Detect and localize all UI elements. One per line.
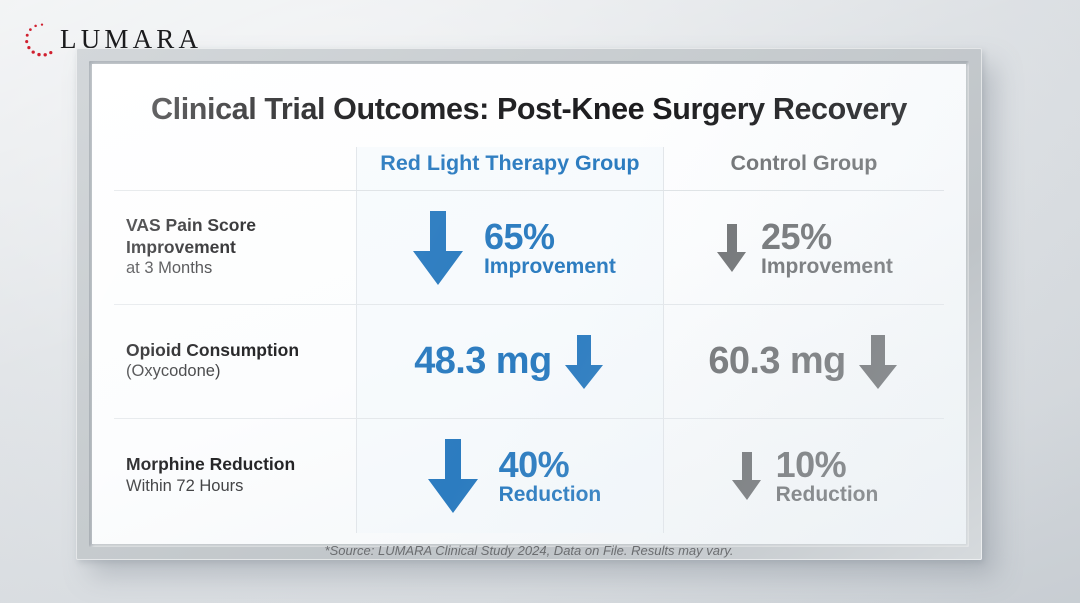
source-footnote: *Source: LUMARA Clinical Study 2024, Dat… xyxy=(324,542,734,558)
column-header-control-group: Control Group xyxy=(663,147,944,191)
header-row: Red Light Therapy Group Control Group xyxy=(114,147,944,191)
outcomes-table: Red Light Therapy Group Control Group VA… xyxy=(114,147,944,533)
stat-label: Reduction xyxy=(775,482,879,506)
dotted-arc-icon xyxy=(22,20,62,60)
stat-value: 65% xyxy=(483,215,555,257)
table-row: Opioid Consumption (Oxycodone) 48.3 mg xyxy=(114,304,944,419)
down-arrow-icon xyxy=(419,437,487,515)
down-arrow-icon xyxy=(856,333,900,391)
stat-label: Reduction xyxy=(498,482,602,506)
stat-value: 60.3 mg xyxy=(708,340,846,382)
metric-subtitle: (Oxycodone) xyxy=(126,362,221,381)
picture-frame: Clinical Trial Outcomes: Post-Knee Surge… xyxy=(76,48,982,560)
metric-cell-morphine-reduction: Morphine Reduction Within 72 Hours xyxy=(114,419,356,533)
stat-block: 10% Reduction xyxy=(775,443,879,506)
stat-label: Improvement xyxy=(761,254,893,278)
down-arrow-icon xyxy=(715,222,749,274)
down-arrow-icon xyxy=(562,333,606,391)
stat-value: 48.3 mg xyxy=(414,340,552,382)
stat-value: 40% xyxy=(498,443,570,485)
value-cell-rlt-opioid: 48.3 mg xyxy=(355,304,664,419)
column-header-metric xyxy=(114,147,357,191)
table-row: VAS Pain Score Improvement at 3 Months xyxy=(114,190,944,305)
stat-value: 25% xyxy=(761,215,832,257)
value-cell-control-morphine: 10% Reduction xyxy=(663,419,944,533)
table-row: Morphine Reduction Within 72 Hours 40% xyxy=(114,418,944,533)
lumara-logo: LUMARA xyxy=(22,18,202,62)
poster-card: Clinical Trial Outcomes: Post-Knee Surge… xyxy=(92,64,966,558)
value-cell-rlt-vas: 65% Improvement xyxy=(355,190,664,305)
metric-subtitle: Within 72 Hours xyxy=(126,476,244,495)
table-body: VAS Pain Score Improvement at 3 Months xyxy=(114,190,944,533)
column-header-red-light-therapy-group: Red Light Therapy Group xyxy=(355,147,664,191)
metric-title: Morphine Reduction xyxy=(126,454,296,475)
value-cell-control-vas: 25% Improvement xyxy=(663,190,944,305)
metric-title: VAS Pain Score Improvement xyxy=(126,215,257,257)
metric-title: Opioid Consumption xyxy=(126,340,300,361)
metric-cell-opioid-consumption: Opioid Consumption (Oxycodone) xyxy=(114,304,357,419)
stat-block: 40% Reduction xyxy=(498,443,602,506)
down-arrow-icon xyxy=(404,209,472,287)
brand-name: LUMARA xyxy=(60,23,203,54)
metric-cell-vas-pain-score: VAS Pain Score Improvement at 3 Months xyxy=(114,190,357,305)
down-arrow-icon xyxy=(730,450,764,502)
stat-value: 10% xyxy=(775,443,847,485)
value-cell-rlt-morphine: 40% Reduction xyxy=(355,418,664,533)
stat-label: Improvement xyxy=(483,254,616,278)
stat-block: 25% Improvement xyxy=(761,215,893,278)
value-cell-control-opioid: 60.3 mg xyxy=(663,304,944,419)
page-title: Clinical Trial Outcomes: Post-Knee Surge… xyxy=(151,92,907,126)
table-header: Red Light Therapy Group Control Group xyxy=(114,147,944,191)
stat-block: 65% Improvement xyxy=(483,215,616,278)
metric-subtitle: at 3 Months xyxy=(126,259,213,278)
